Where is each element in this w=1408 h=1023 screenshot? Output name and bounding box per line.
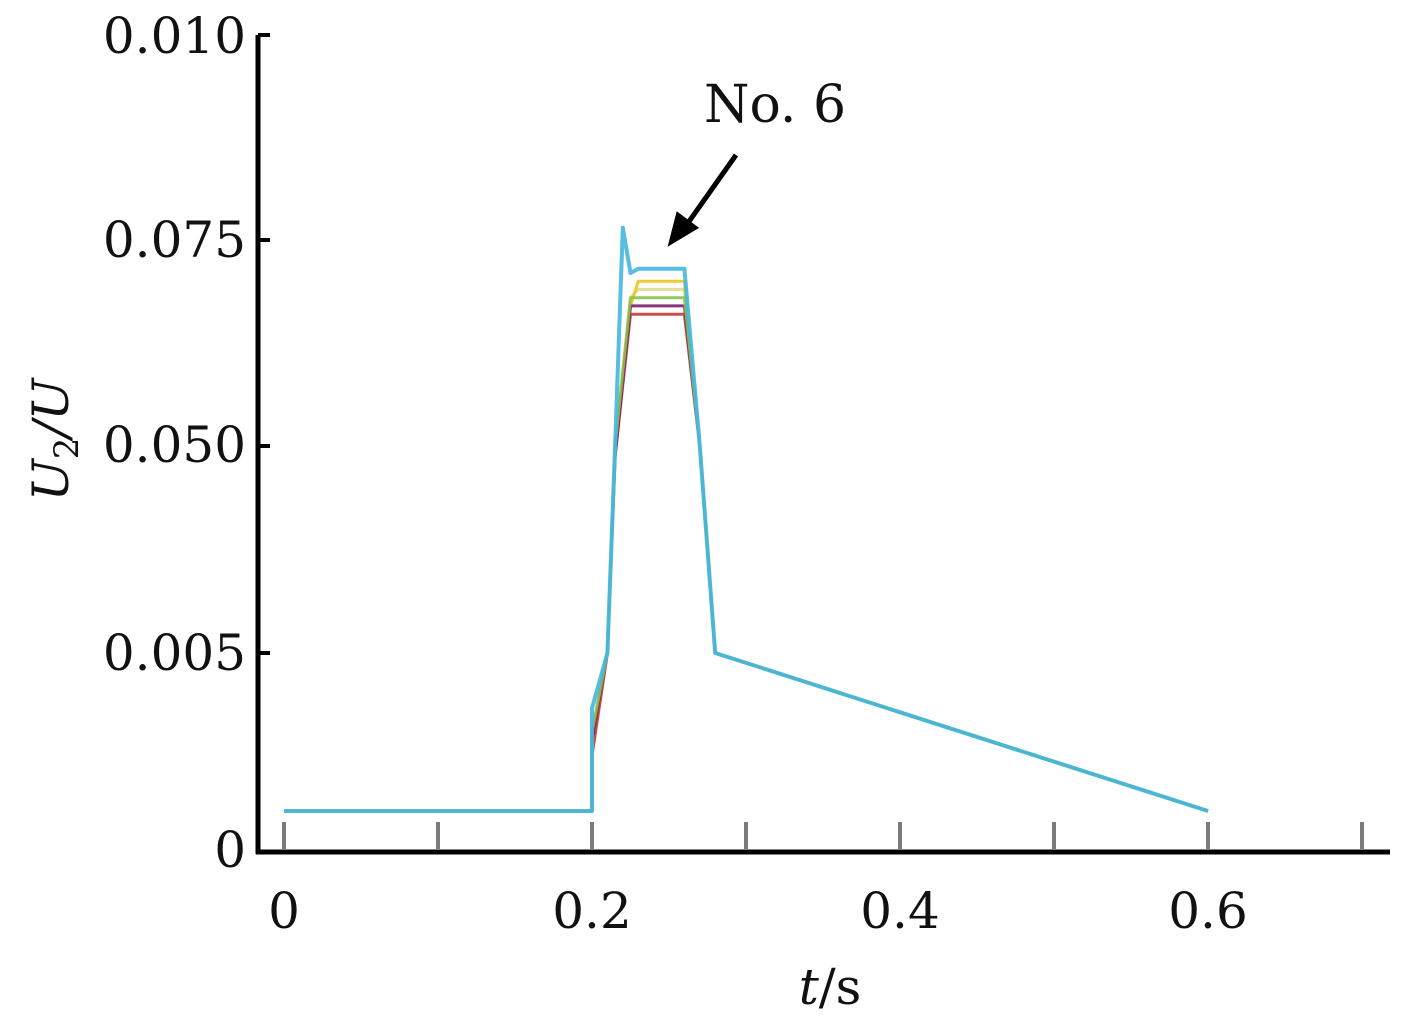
x-tick-label-2: 0.4 — [860, 882, 940, 940]
x-axis-label-unit: /s — [819, 958, 862, 1016]
y-axis-label: U2/U — [22, 377, 87, 502]
x-ticks: 0 0.2 0.4 0.6 — [268, 822, 1364, 940]
y-tick-label-1: 0.005 — [103, 624, 246, 682]
y-axis-label-sub: 2 — [47, 438, 87, 460]
x-axis-label: t/s — [799, 958, 862, 1016]
y-tick-label-2: 0.050 — [103, 416, 246, 474]
annotation-arrow-head — [667, 211, 700, 247]
series-layer — [284, 225, 1209, 813]
annotation-label: No. 6 — [704, 75, 846, 135]
x-axis-label-var: t — [799, 958, 820, 1016]
x-tick-label-0: 0 — [268, 882, 300, 940]
series-line-1 — [284, 279, 1209, 813]
x-tick-label-1: 0.2 — [552, 882, 632, 940]
series-line-0 — [284, 287, 1209, 813]
y-ticks — [258, 33, 270, 854]
axes-layer — [255, 35, 1390, 855]
series-line-5 — [284, 225, 1209, 813]
y-tick-label-4: 0.010 — [103, 7, 246, 65]
series-line-4 — [284, 296, 1209, 813]
annotation-arrow — [667, 153, 739, 247]
x-tick-label-3: 0.6 — [1168, 882, 1248, 940]
y-tick-label-0: 0 — [214, 821, 246, 879]
series-line-2 — [284, 312, 1209, 813]
y-axis-label-tail: /U — [22, 377, 80, 442]
y-tick-label-3: 0.075 — [103, 211, 246, 269]
series-line-3 — [284, 304, 1209, 813]
y-axis-label-main: U — [22, 457, 80, 501]
